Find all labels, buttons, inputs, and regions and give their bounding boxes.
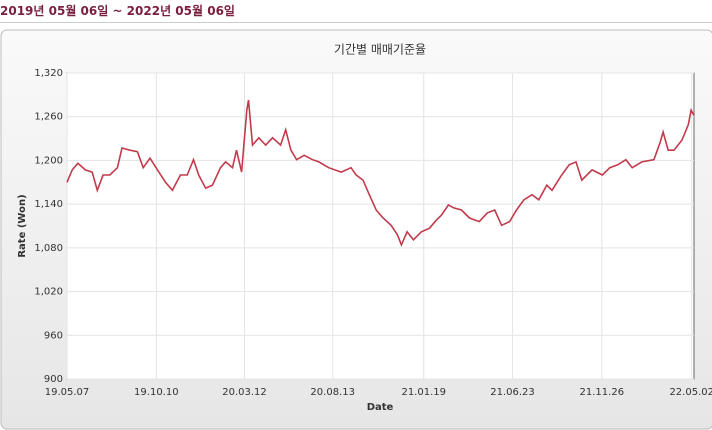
x-tick-label: 21.01.19 [401,387,446,398]
x-tick-label: 20.08.13 [310,387,355,398]
y-tick-label: 1,140 [34,199,63,210]
x-tick-label: 19.10.10 [134,387,179,398]
y-tick-label: 900 [44,374,63,385]
y-tick-label: 960 [44,330,63,341]
y-tick-label: 1,020 [34,287,63,298]
y-tick-label: 1,260 [34,112,63,123]
x-tick-label: 21.06.23 [490,387,535,398]
y-tick-label: 1,200 [34,155,63,166]
y-tick-label: 1,080 [34,243,63,254]
y-tick-label: 1,320 [34,68,63,79]
x-tick-label: 19.05.07 [45,387,90,398]
data-line [66,99,695,247]
x-tick-label: 21.11.26 [580,387,625,398]
x-tick-label: 20.03.12 [222,387,267,398]
x-axis-label: Date [367,402,394,413]
x-tick-label: 22.05.02 [669,387,712,398]
plot-area [66,72,695,380]
y-axis-label: Rate (Won) [17,194,28,257]
period-header: 2019년 05월 06일 ~ 2022년 05월 06일 [0,0,712,23]
chart-title: 기간별 매매기준율 [334,43,426,57]
